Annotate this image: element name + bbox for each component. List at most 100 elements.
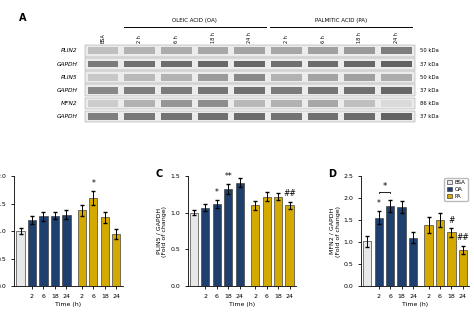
Bar — [88, 113, 118, 120]
Text: *: * — [215, 188, 219, 197]
Bar — [344, 87, 375, 94]
Bar — [161, 113, 192, 120]
X-axis label: Time (h): Time (h) — [402, 301, 428, 307]
Text: 50 kDa: 50 kDa — [420, 48, 439, 53]
Text: ##: ## — [456, 233, 469, 242]
Bar — [85, 58, 415, 70]
Bar — [344, 100, 375, 107]
Bar — [39, 216, 47, 286]
Bar — [224, 189, 232, 286]
Bar — [386, 206, 394, 286]
Bar — [234, 113, 265, 120]
Bar — [381, 47, 412, 54]
Bar — [308, 47, 338, 54]
Text: MFN2: MFN2 — [61, 101, 78, 106]
Bar — [88, 74, 118, 80]
Text: BSA: BSA — [100, 33, 106, 43]
Text: *: * — [377, 199, 381, 208]
Text: 86 kDa: 86 kDa — [420, 101, 439, 106]
Text: C: C — [155, 169, 162, 179]
Bar — [88, 60, 118, 67]
Bar — [88, 100, 118, 107]
Bar — [161, 87, 192, 94]
Bar — [89, 198, 98, 286]
Bar — [234, 100, 265, 107]
Bar — [124, 100, 155, 107]
Text: 2 h: 2 h — [137, 35, 142, 43]
Text: *: * — [383, 182, 386, 191]
Bar — [201, 208, 210, 286]
Text: GAPDH: GAPDH — [57, 61, 78, 66]
Bar — [198, 74, 228, 80]
Text: 37 kDa: 37 kDa — [420, 114, 439, 119]
Bar — [124, 60, 155, 67]
Bar — [100, 217, 109, 286]
Bar — [447, 232, 456, 286]
Text: **: ** — [224, 172, 232, 181]
Bar — [271, 100, 302, 107]
Text: ##: ## — [283, 189, 296, 198]
Text: 6 h: 6 h — [174, 35, 179, 43]
Bar — [17, 231, 25, 286]
Bar — [112, 234, 120, 286]
Bar — [374, 218, 383, 286]
Bar — [409, 238, 417, 286]
Text: 50 kDa: 50 kDa — [420, 75, 439, 80]
Text: D: D — [328, 169, 337, 179]
Legend: BSA, OA, PA: BSA, OA, PA — [445, 178, 467, 201]
Bar — [88, 87, 118, 94]
Bar — [28, 220, 36, 286]
Bar — [85, 111, 415, 122]
Bar — [381, 100, 412, 107]
Text: PLIN2: PLIN2 — [61, 48, 78, 53]
Bar — [344, 113, 375, 120]
Bar — [308, 87, 338, 94]
Bar — [234, 60, 265, 67]
Bar — [398, 207, 406, 286]
Text: PLIN5: PLIN5 — [61, 75, 78, 80]
Bar — [436, 220, 444, 286]
Text: 24 h: 24 h — [394, 32, 399, 43]
Bar — [198, 113, 228, 120]
X-axis label: Time (h): Time (h) — [228, 301, 255, 307]
Bar — [234, 87, 265, 94]
Text: 18 h: 18 h — [210, 32, 216, 43]
Bar — [85, 98, 415, 109]
Text: 2 h: 2 h — [284, 35, 289, 43]
Bar — [424, 225, 433, 286]
Bar — [198, 60, 228, 67]
Bar — [344, 47, 375, 54]
Y-axis label: PLIN5 / GAPDH
(Fold of change): PLIN5 / GAPDH (Fold of change) — [156, 205, 167, 257]
Bar — [85, 85, 415, 96]
Text: 37 kDa: 37 kDa — [420, 88, 439, 93]
Bar — [251, 205, 259, 286]
Bar — [234, 74, 265, 80]
Bar — [161, 74, 192, 80]
Text: 18 h: 18 h — [357, 32, 362, 43]
Bar — [274, 197, 283, 286]
Bar — [85, 45, 415, 57]
Text: *: * — [91, 179, 95, 188]
Bar — [381, 113, 412, 120]
Bar — [78, 210, 86, 286]
Bar — [161, 47, 192, 54]
Bar — [363, 241, 371, 286]
Y-axis label: MFN2 / GAPDH
(Fold of change): MFN2 / GAPDH (Fold of change) — [330, 205, 341, 257]
Bar — [459, 250, 467, 286]
Bar — [161, 60, 192, 67]
Bar — [213, 204, 221, 286]
Bar — [381, 60, 412, 67]
Bar — [271, 87, 302, 94]
Bar — [124, 87, 155, 94]
X-axis label: Time (h): Time (h) — [55, 301, 82, 307]
Bar — [381, 74, 412, 80]
Bar — [263, 197, 271, 286]
Bar — [271, 113, 302, 120]
Text: GAPDH: GAPDH — [57, 114, 78, 119]
Bar — [308, 60, 338, 67]
Bar — [271, 60, 302, 67]
Bar — [308, 113, 338, 120]
Bar — [285, 205, 294, 286]
Bar — [308, 100, 338, 107]
Bar — [344, 74, 375, 80]
